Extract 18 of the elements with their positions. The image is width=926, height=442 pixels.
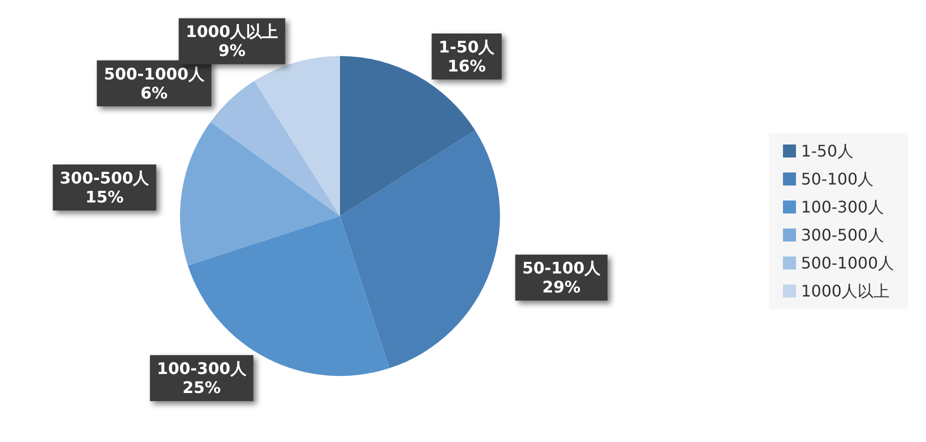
data-label: 29% xyxy=(542,278,581,297)
data-label: 25% xyxy=(182,378,221,398)
legend-label: 1000人以上 xyxy=(800,282,890,300)
legend-label: 500-1000人 xyxy=(800,254,894,272)
slice-label: 50-100人 xyxy=(522,258,602,278)
legend-label: 50-100人 xyxy=(800,170,874,188)
data-label: 9% xyxy=(218,41,246,60)
data-label: 15% xyxy=(85,188,124,207)
legend-label: 300-500人 xyxy=(800,226,884,244)
legend-label: 100-300人 xyxy=(800,198,884,216)
data-label: 6% xyxy=(140,83,168,102)
legend-label: 1-50人 xyxy=(800,142,854,160)
slice-label: 300-500人 xyxy=(60,168,150,188)
slice-label: 1000人以上 xyxy=(186,22,278,42)
slice-label: 500-1000人 xyxy=(104,64,206,84)
slice-label: 1-50人 xyxy=(438,38,496,57)
data-label: 16% xyxy=(448,56,486,76)
slice-label: 100-300人 xyxy=(156,359,248,378)
